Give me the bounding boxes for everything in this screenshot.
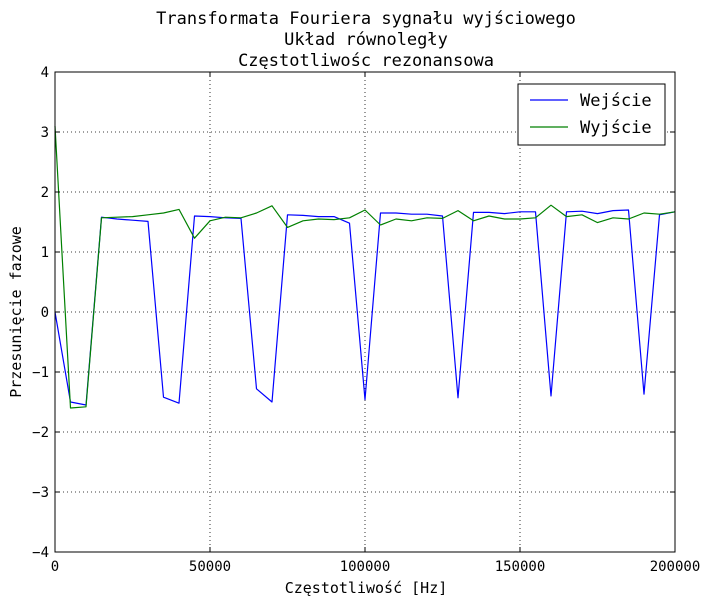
x-tick-label: 200000 bbox=[650, 559, 701, 575]
series-line-wejscie bbox=[54, 209, 676, 406]
y-tick-label: 3 bbox=[41, 125, 49, 141]
y-tick-label: −3 bbox=[32, 485, 49, 501]
series-line-wyjscie bbox=[54, 125, 676, 409]
y-tick-label: 2 bbox=[41, 185, 49, 201]
y-tick-label: −2 bbox=[32, 425, 49, 441]
x-tick-label: 150000 bbox=[495, 559, 546, 575]
legend-frame bbox=[517, 83, 666, 146]
x-tick-label: 50000 bbox=[189, 559, 231, 575]
x-axis-label: Częstotliwość [Hz] bbox=[285, 579, 448, 597]
y-tick-label: 0 bbox=[41, 305, 49, 321]
chart-title: Transformata Fouriera sygnału wyjścioweg… bbox=[156, 9, 576, 71]
legend: Wejście Wyjście bbox=[517, 83, 666, 146]
series-lines bbox=[54, 125, 676, 409]
y-tick-label: −4 bbox=[32, 545, 49, 561]
y-tick-label: 1 bbox=[41, 245, 49, 261]
title-line-1: Transformata Fouriera sygnału wyjścioweg… bbox=[156, 9, 576, 29]
title-line-2: Układ równoległy bbox=[284, 30, 448, 50]
legend-label-wejscie: Wejście bbox=[580, 91, 652, 111]
y-tick-label: −1 bbox=[32, 365, 49, 381]
title-line-3: Częstotliwośc rezonansowa bbox=[238, 51, 494, 71]
y-tick-label: 4 bbox=[41, 65, 49, 81]
x-tick-label: 100000 bbox=[340, 559, 391, 575]
y-axis-label: Przesunięcie fazowe bbox=[7, 226, 25, 398]
x-tick-label: 0 bbox=[51, 559, 59, 575]
legend-label-wyjscie: Wyjście bbox=[580, 118, 652, 138]
axis-ticks: 0 50000 100000 150000 200000 −4 −3 −2 −1 0 1 2 3 4 bbox=[32, 65, 700, 575]
